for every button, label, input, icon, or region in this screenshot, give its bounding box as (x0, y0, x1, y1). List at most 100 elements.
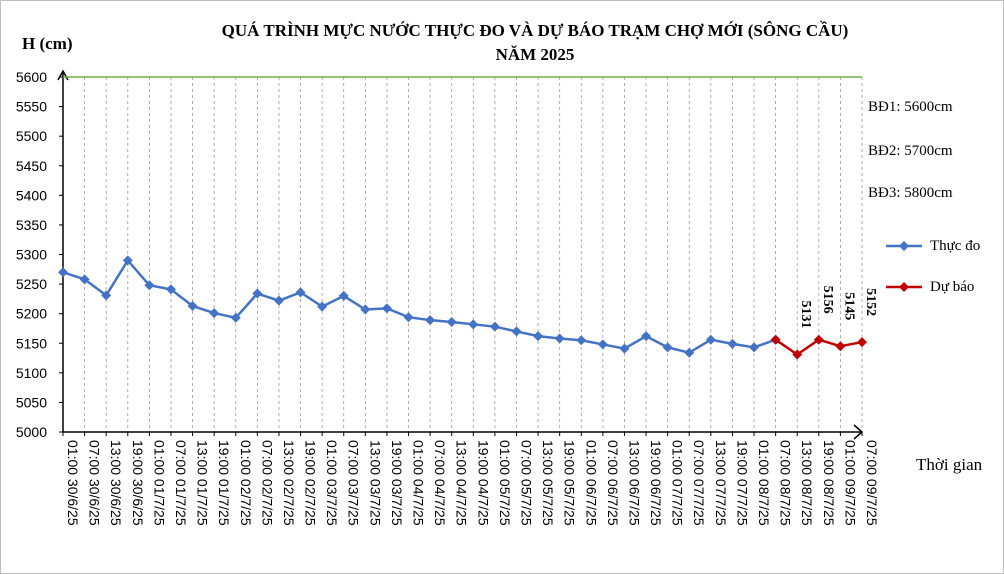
data-point-0 (468, 319, 479, 330)
x-tick-label: 13:00 03/7/25 (367, 440, 383, 526)
legend-swatch-observed (886, 241, 922, 251)
x-tick-label: 07:00 06/7/25 (605, 440, 621, 526)
x-tick-label: 19:00 06/7/25 (648, 440, 664, 526)
data-label: 5156 (820, 286, 835, 314)
data-point-0 (101, 290, 112, 301)
data-point-1 (770, 334, 781, 345)
y-tick-label: 5300 (16, 247, 47, 263)
y-tick-label: 5050 (16, 394, 47, 410)
x-tick-label: 01:00 09/7/25 (842, 440, 858, 526)
y-tick-label: 5550 (16, 99, 47, 115)
data-point-0 (360, 304, 371, 315)
x-tick-label: 07:00 30/6/25 (87, 440, 103, 526)
legend-item-observed: Thực đo (884, 236, 1002, 256)
data-point-0 (597, 339, 608, 350)
x-tick-label: 07:00 02/7/25 (259, 440, 275, 526)
data-point-0 (727, 338, 738, 349)
x-tick-label: 19:00 01/7/25 (216, 440, 232, 526)
data-point-0 (403, 312, 414, 323)
data-point-0 (446, 316, 457, 327)
data-point-1 (857, 337, 867, 348)
alert-level-3: BĐ3: 5800cm (868, 185, 953, 201)
data-point-0 (338, 290, 349, 301)
y-tick-label: 5450 (16, 158, 47, 174)
x-tick-label: 01:00 03/7/25 (324, 440, 340, 526)
x-axis-label: Thời gian (916, 455, 983, 474)
y-tick-label: 5250 (16, 276, 47, 292)
x-tick-label: 19:00 03/7/25 (389, 440, 405, 526)
x-tick-label: 13:00 04/7/25 (454, 440, 470, 526)
x-tick-label: 01:00 04/7/25 (411, 440, 427, 526)
legend-item-forecast: Dự báo (884, 277, 1002, 297)
y-tick-label: 5600 (16, 69, 47, 85)
data-point-0 (619, 343, 630, 354)
data-point-0 (144, 280, 155, 291)
x-tick-label: 01:00 02/7/25 (238, 440, 254, 526)
data-point-0 (79, 274, 90, 285)
data-point-0 (252, 288, 263, 299)
x-tick-label: 19:00 02/7/25 (303, 440, 319, 526)
data-point-0 (684, 347, 695, 358)
data-point-0 (165, 284, 176, 295)
data-point-0 (554, 333, 565, 344)
data-point-1 (835, 341, 846, 352)
x-tick-label: 01:00 07/7/25 (670, 440, 686, 526)
x-tick-label: 07:00 01/7/25 (173, 440, 189, 526)
y-tick-label: 5150 (16, 335, 47, 351)
legend-label-forecast: Dự báo (930, 279, 975, 295)
x-tick-label: 19:00 30/6/25 (130, 440, 146, 526)
x-tick-label: 19:00 05/7/25 (562, 440, 578, 526)
data-point-0 (209, 308, 220, 319)
x-tick-label: 19:00 04/7/25 (475, 440, 491, 526)
x-tick-label: 07:00 07/7/25 (691, 440, 707, 526)
x-tick-label: 07:00 04/7/25 (432, 440, 448, 526)
legend-swatch-forecast (886, 282, 922, 292)
data-point-0 (511, 326, 522, 337)
y-tick-label: 5100 (16, 365, 47, 381)
chart-subtitle: NĂM 2025 (495, 45, 575, 64)
series-line-0 (62, 258, 777, 355)
legend-label-observed: Thực đo (930, 238, 981, 254)
x-tick-label: 01:00 06/7/25 (583, 440, 599, 526)
data-point-0 (576, 335, 587, 346)
x-tick-label: 07:00 08/7/25 (778, 440, 794, 526)
x-tick-label: 01:00 01/7/25 (151, 440, 167, 526)
data-point-1 (792, 349, 803, 360)
data-point-0 (295, 287, 306, 298)
x-tick-label: 01:00 08/7/25 (756, 440, 772, 526)
data-point-0 (533, 331, 544, 342)
data-point-0 (230, 312, 241, 323)
x-tick-label: 01:00 30/6/25 (65, 440, 81, 526)
data-point-0 (641, 331, 652, 342)
data-point-0 (122, 255, 133, 266)
data-point-0 (58, 267, 68, 278)
alert-level-2: BĐ2: 5700cm (868, 143, 953, 159)
x-tick-label: 01:00 05/7/25 (497, 440, 513, 526)
data-point-0 (381, 303, 392, 314)
data-point-0 (187, 300, 198, 311)
data-point-1 (813, 334, 824, 345)
x-tick-label: 07:00 09/7/25 (864, 440, 880, 526)
data-point-0 (425, 315, 436, 326)
y-tick-label: 5400 (16, 187, 47, 203)
chart-title: QUÁ TRÌNH MỰC NƯỚC THỰC ĐO VÀ DỰ BÁO TRẠ… (221, 21, 849, 40)
x-tick-label: 19:00 07/7/25 (734, 440, 750, 526)
x-tick-label: 07:00 05/7/25 (518, 440, 534, 526)
x-tick-label: 13:00 07/7/25 (713, 440, 729, 526)
y-tick-label: 5350 (16, 217, 47, 233)
data-label: 5152 (863, 288, 878, 316)
x-tick-label: 19:00 08/7/25 (821, 440, 837, 526)
y-tick-label: 5200 (16, 306, 47, 322)
data-point-0 (705, 334, 716, 345)
data-point-0 (273, 295, 284, 306)
data-point-0 (749, 342, 760, 353)
x-tick-label: 13:00 02/7/25 (281, 440, 297, 526)
data-point-0 (662, 342, 673, 353)
data-point-0 (317, 301, 328, 312)
x-tick-label: 07:00 03/7/25 (346, 440, 362, 526)
y-axis-label: H (cm) (22, 34, 73, 53)
x-tick-label: 13:00 30/6/25 (108, 440, 124, 526)
data-label: 5145 (841, 292, 856, 320)
data-label: 5131 (798, 300, 813, 328)
